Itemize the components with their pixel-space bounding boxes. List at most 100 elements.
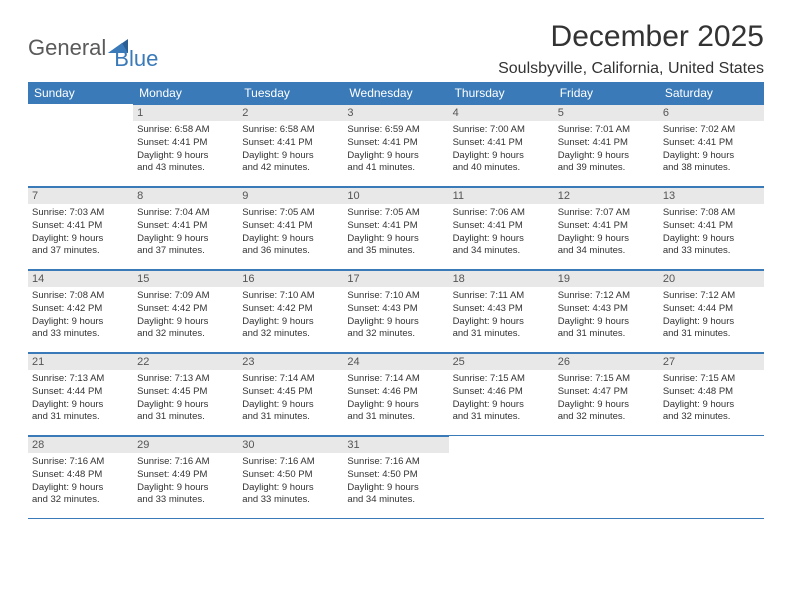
day-cell: 10 Sunrise: 7:05 AMSunset: 4:41 PMDayligh…	[343, 187, 448, 269]
day-cell: 19 Sunrise: 7:12 AMSunset: 4:43 PMDayligh…	[554, 270, 659, 352]
day-info-line: Sunrise: 6:59 AM	[347, 124, 444, 137]
day-info: Sunrise: 7:00 AMSunset: 4:41 PMDaylight:…	[453, 124, 550, 175]
day-number: 20	[659, 271, 764, 287]
day-number: 12	[554, 188, 659, 204]
day-info-line: Daylight: 9 hours	[347, 316, 444, 329]
day-number: 4	[449, 105, 554, 121]
day-info: Sunrise: 7:05 AMSunset: 4:41 PMDaylight:…	[347, 207, 444, 258]
day-info: Sunrise: 7:12 AMSunset: 4:43 PMDaylight:…	[558, 290, 655, 341]
day-info-line: and 32 minutes.	[558, 411, 655, 424]
weekday-monday: Monday	[133, 82, 238, 104]
day-info-line: and 31 minutes.	[242, 411, 339, 424]
day-cell: 22Sunrise: 7:13 AMSunset: 4:45 PMDayligh…	[133, 353, 238, 435]
day-info-line: Sunrise: 7:14 AM	[242, 373, 339, 386]
day-info-line: Sunrise: 7:03 AM	[32, 207, 129, 220]
day-info: Sunrise: 7:13 AMSunset: 4:44 PMDaylight:…	[32, 373, 129, 424]
day-info: Sunrise: 7:14 AMSunset: 4:45 PMDaylight:…	[242, 373, 339, 424]
day-info-line: Sunrise: 7:06 AM	[453, 207, 550, 220]
day-cell: 30Sunrise: 7:16 AMSunset: 4:50 PMDayligh…	[238, 436, 343, 518]
day-info-line: Daylight: 9 hours	[32, 316, 129, 329]
day-info-line: Sunset: 4:41 PM	[137, 137, 234, 150]
day-info-line: Sunset: 4:45 PM	[242, 386, 339, 399]
day-info: Sunrise: 7:02 AMSunset: 4:41 PMDaylight:…	[663, 124, 760, 175]
header: General Blue December 2025 Soulsbyville,…	[28, 20, 764, 78]
location-text: Soulsbyville, California, United States	[498, 60, 764, 78]
day-number: 1	[133, 105, 238, 121]
day-info: Sunrise: 7:05 AMSunset: 4:41 PMDaylight:…	[242, 207, 339, 258]
day-info-line: Daylight: 9 hours	[558, 150, 655, 163]
day-info-line: Daylight: 9 hours	[663, 399, 760, 412]
day-info-line: and 34 minutes.	[347, 494, 444, 507]
day-info-line: Sunrise: 7:11 AM	[453, 290, 550, 303]
day-cell: 13Sunrise: 7:08 AMSunset: 4:41 PMDayligh…	[659, 187, 764, 269]
day-cell: 5 Sunrise: 7:01 AMSunset: 4:41 PMDaylight…	[554, 104, 659, 186]
day-info-line: Daylight: 9 hours	[453, 316, 550, 329]
day-info-line: Sunset: 4:44 PM	[32, 386, 129, 399]
day-info: Sunrise: 7:15 AMSunset: 4:46 PMDaylight:…	[453, 373, 550, 424]
day-info: Sunrise: 7:16 AMSunset: 4:48 PMDaylight:…	[32, 456, 129, 507]
day-number: 8	[133, 188, 238, 204]
day-number: 7	[28, 188, 133, 204]
day-info-line: Sunset: 4:42 PM	[137, 303, 234, 316]
day-number: 6	[659, 105, 764, 121]
day-info-line: Daylight: 9 hours	[347, 399, 444, 412]
day-info-line: and 43 minutes.	[137, 162, 234, 175]
day-info-line: Sunrise: 7:10 AM	[347, 290, 444, 303]
day-info-line: Sunset: 4:41 PM	[453, 220, 550, 233]
day-cell: 24Sunrise: 7:14 AMSunset: 4:46 PMDayligh…	[343, 353, 448, 435]
day-info-line: Daylight: 9 hours	[32, 233, 129, 246]
day-cell: 7 Sunrise: 7:03 AMSunset: 4:41 PMDaylight…	[28, 187, 133, 269]
day-cell: 16Sunrise: 7:10 AMSunset: 4:42 PMDayligh…	[238, 270, 343, 352]
day-info-line: Sunrise: 7:12 AM	[663, 290, 760, 303]
day-info-line: and 31 minutes.	[347, 411, 444, 424]
week-row: 28 Sunrise: 7:16 AMSunset: 4:48 PMDayligh…	[28, 436, 764, 519]
day-number: 3	[343, 105, 448, 121]
day-cell: 14Sunrise: 7:08 AMSunset: 4:42 PMDayligh…	[28, 270, 133, 352]
day-info-line: and 35 minutes.	[347, 245, 444, 258]
day-info: Sunrise: 7:01 AMSunset: 4:41 PMDaylight:…	[558, 124, 655, 175]
day-info-line: Sunset: 4:44 PM	[663, 303, 760, 316]
day-cell	[659, 436, 764, 518]
day-info-line: Sunset: 4:41 PM	[558, 220, 655, 233]
day-cell: 4 Sunrise: 7:00 AMSunset: 4:41 PMDaylight…	[449, 104, 554, 186]
day-number: 26	[554, 354, 659, 370]
day-number: 28	[28, 437, 133, 453]
day-info-line: and 33 minutes.	[663, 245, 760, 258]
day-info: Sunrise: 7:03 AMSunset: 4:41 PMDaylight:…	[32, 207, 129, 258]
day-info-line: Sunset: 4:47 PM	[558, 386, 655, 399]
day-info-line: Sunrise: 7:01 AM	[558, 124, 655, 137]
day-info: Sunrise: 6:58 AMSunset: 4:41 PMDaylight:…	[242, 124, 339, 175]
day-info-line: Sunrise: 7:10 AM	[242, 290, 339, 303]
day-cell: 29Sunrise: 7:16 AMSunset: 4:49 PMDayligh…	[133, 436, 238, 518]
day-number: 16	[238, 271, 343, 287]
day-info-line: Sunset: 4:50 PM	[242, 469, 339, 482]
day-info-line: Sunrise: 7:07 AM	[558, 207, 655, 220]
day-info-line: Daylight: 9 hours	[137, 150, 234, 163]
day-info: Sunrise: 6:58 AMSunset: 4:41 PMDaylight:…	[137, 124, 234, 175]
day-info: Sunrise: 7:09 AMSunset: 4:42 PMDaylight:…	[137, 290, 234, 341]
day-number: 10	[343, 188, 448, 204]
day-number: 14	[28, 271, 133, 287]
day-number: 17	[343, 271, 448, 287]
weekday-friday: Friday	[554, 82, 659, 104]
day-number: 5	[554, 105, 659, 121]
day-info-line: Sunrise: 7:04 AM	[137, 207, 234, 220]
day-info-line: Sunrise: 7:15 AM	[558, 373, 655, 386]
day-info-line: Daylight: 9 hours	[137, 316, 234, 329]
day-number: 19	[554, 271, 659, 287]
day-info-line: and 31 minutes.	[32, 411, 129, 424]
day-info-line: Daylight: 9 hours	[558, 399, 655, 412]
day-info-line: Sunrise: 6:58 AM	[242, 124, 339, 137]
title-block: December 2025 Soulsbyville, California, …	[498, 20, 764, 78]
day-info-line: Daylight: 9 hours	[242, 399, 339, 412]
day-info-line: Sunset: 4:41 PM	[453, 137, 550, 150]
day-cell: 17Sunrise: 7:10 AMSunset: 4:43 PMDayligh…	[343, 270, 448, 352]
day-cell	[554, 436, 659, 518]
logo-text-blue: Blue	[114, 46, 158, 72]
day-info-line: Sunrise: 7:16 AM	[32, 456, 129, 469]
day-info-line: and 34 minutes.	[453, 245, 550, 258]
day-number: 11	[449, 188, 554, 204]
day-number: 15	[133, 271, 238, 287]
day-info-line: Sunset: 4:48 PM	[32, 469, 129, 482]
day-info: Sunrise: 7:07 AMSunset: 4:41 PMDaylight:…	[558, 207, 655, 258]
